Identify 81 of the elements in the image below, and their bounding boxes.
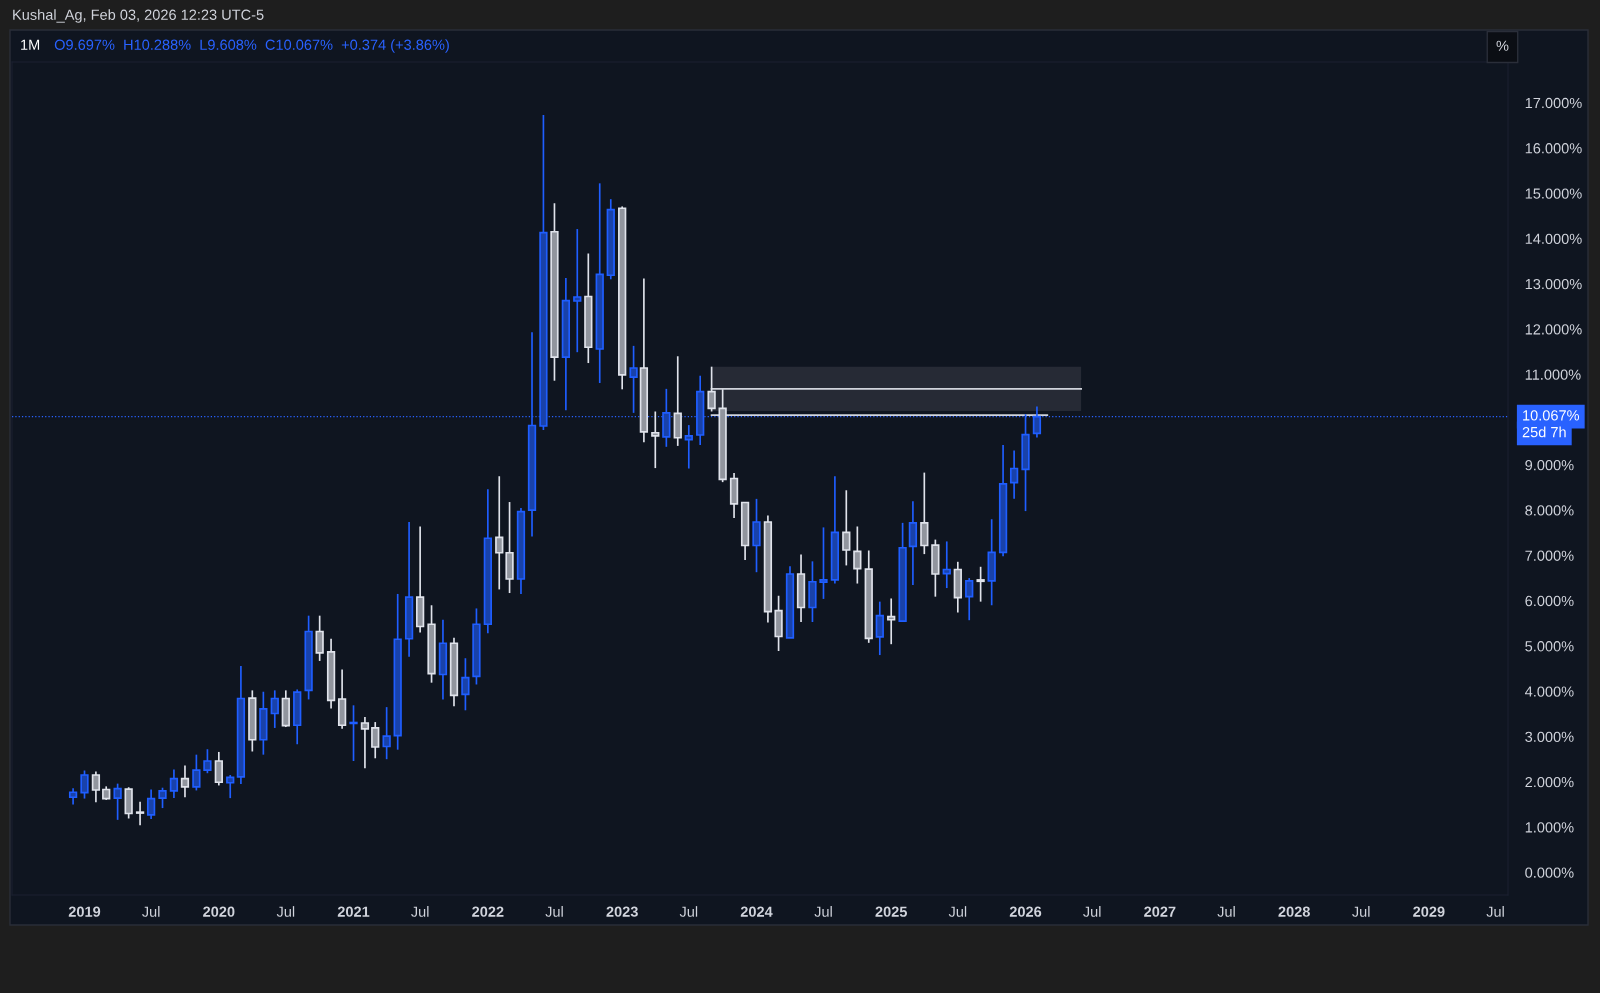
x-tick-label: 2026 <box>1009 906 1042 917</box>
candlestick <box>707 365 716 413</box>
x-tick-label: Jul <box>1486 906 1504 917</box>
y-tick-label: 16.000% <box>1525 143 1582 154</box>
candlestick <box>382 706 391 761</box>
candlestick <box>315 614 324 662</box>
x-tick-label: 2021 <box>337 906 370 917</box>
candlestick <box>908 500 918 586</box>
y-tick-label: 12.000% <box>1525 324 1582 335</box>
candlestick <box>270 689 279 729</box>
y-tick-label: 2.000% <box>1525 776 1574 788</box>
x-tick-label: 2029 <box>1413 906 1445 917</box>
candlestick <box>819 526 828 600</box>
x-tick-label: 2025 <box>875 906 908 917</box>
x-tick-label: Jul <box>276 906 295 917</box>
candlestick <box>629 345 638 414</box>
candlestick <box>495 475 504 591</box>
y-tick-label: 9.000% <box>1525 460 1574 471</box>
text: % <box>1496 40 1509 51</box>
candlestick <box>135 800 145 827</box>
y-tick-label: 7.000% <box>1525 550 1574 561</box>
x-tick-label: 2023 <box>606 906 638 917</box>
candlestick <box>573 228 582 354</box>
y-tick-label: 0.000% <box>1525 867 1574 878</box>
candlestick <box>684 424 693 470</box>
y-tick-label: 17.000% <box>1525 97 1582 109</box>
candlestick <box>965 577 974 622</box>
candlestick <box>192 753 201 792</box>
candlestick <box>1009 449 1019 500</box>
candlestick <box>180 764 190 799</box>
candlestick <box>887 597 896 646</box>
candlestick <box>360 716 370 770</box>
candlestick <box>91 770 101 804</box>
x-tick-label: Jul <box>545 906 563 917</box>
text: 25d 7h <box>1522 426 1566 438</box>
candlestick <box>146 788 156 820</box>
candlestick <box>113 782 122 821</box>
candlestick <box>349 704 358 762</box>
x-tick-label: 2028 <box>1278 906 1310 917</box>
x-tick-label: 2027 <box>1144 906 1176 917</box>
y-tick-label: 13.000% <box>1525 278 1582 290</box>
candlestick <box>875 600 884 656</box>
x-tick-label: 2024 <box>740 906 773 917</box>
candlestick <box>853 525 862 585</box>
candlestick <box>752 498 761 574</box>
candlestick <box>80 769 89 800</box>
ref-line-label: 10.067% <box>1523 410 1580 421</box>
candlestick <box>920 471 929 555</box>
y-tick-label: 11.000% <box>1525 369 1581 380</box>
candlestick <box>169 768 179 799</box>
y-tick-label: 6.000% <box>1525 595 1574 607</box>
y-tick-label: 1.000% <box>1525 822 1574 833</box>
x-tick-label: Jul <box>679 906 698 917</box>
candlestick <box>461 657 470 712</box>
x-tick-label: Jul <box>814 906 832 917</box>
candlestick <box>226 774 235 799</box>
x-tick-label: Jul <box>1083 906 1101 917</box>
x-tick-label: 2020 <box>203 906 235 917</box>
x-tick-label: 2022 <box>472 906 504 917</box>
x-tick-label: Jul <box>142 906 160 917</box>
candlestick <box>371 721 380 760</box>
x-tick-label: Jul <box>411 906 429 917</box>
chart-subtitle: O9.697% H10.288% L9.608% C10.067% +0.374 (+3.86%) <box>54 39 449 53</box>
candlestick <box>214 751 223 787</box>
y-tick-label: 4.000% <box>1525 686 1574 697</box>
y-tick-label: 3.000% <box>1525 731 1574 742</box>
candlestick <box>158 786 167 809</box>
y-tick-label: 15.000% <box>1525 188 1582 199</box>
x-tick-label: Jul <box>1217 906 1235 917</box>
x-tick-label: Jul <box>1352 906 1370 917</box>
y-tick-label: 14.000% <box>1525 233 1582 244</box>
candlestick <box>976 565 985 603</box>
y-tick-label: 5.000% <box>1525 641 1574 652</box>
y-tick-label: 8.000% <box>1525 505 1574 516</box>
text: Kushal_Ag, Feb 03, 2026 12:23 UTC-5 <box>13 9 264 23</box>
x-tick-label: 2019 <box>68 906 101 917</box>
chart-title: 1M <box>21 39 40 50</box>
x-tick-label: Jul <box>948 906 967 917</box>
candlestick <box>651 410 660 469</box>
candlestick <box>842 489 851 567</box>
candlestick <box>203 748 212 775</box>
